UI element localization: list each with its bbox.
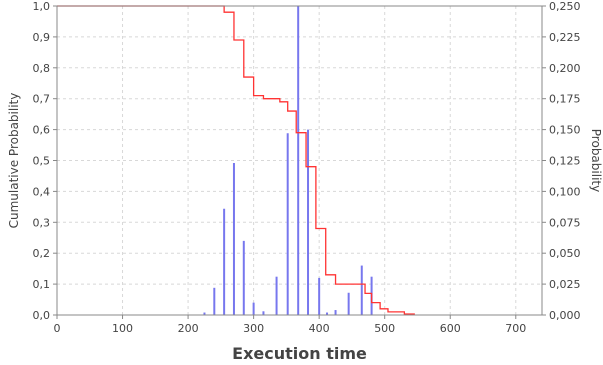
- y-right-tick-label: 0,100: [549, 185, 581, 198]
- y-right-tick-label: 0,175: [549, 93, 581, 106]
- x-axis-label: Execution time: [232, 344, 367, 363]
- x-tick-label: 500: [374, 322, 395, 335]
- y-right-tick-label: 0,200: [549, 62, 581, 75]
- y-left-tick-label: 0,3: [33, 216, 51, 229]
- y-left-tick-label: 0,2: [33, 247, 51, 260]
- y-axis-right-label: Probability: [589, 129, 603, 192]
- x-tick-label: 600: [440, 322, 461, 335]
- y-left-tick-label: 0,9: [33, 31, 51, 44]
- x-tick-label: 300: [243, 322, 264, 335]
- x-tick-label: 400: [309, 322, 330, 335]
- y-right-tick-label: 0,025: [549, 278, 581, 291]
- y-right-tick-label: 0,250: [549, 0, 581, 13]
- y-left-tick-label: 0,5: [33, 155, 51, 168]
- y-right-tick-label: 0,000: [549, 309, 581, 322]
- y-right-tick-label: 0,050: [549, 247, 581, 260]
- y-left-tick-label: 1,0: [33, 0, 51, 13]
- y-axis-left-label: Cumulative Probability: [7, 93, 21, 229]
- grid: [56, 5, 542, 316]
- y-left-tick-label: 0,6: [33, 124, 51, 137]
- x-tick-label: 200: [178, 322, 199, 335]
- x-tick-label: 700: [505, 322, 526, 335]
- y-left-tick-label: 0,8: [33, 62, 51, 75]
- x-tick-label: 0: [54, 322, 61, 335]
- x-tick-label: 100: [112, 322, 133, 335]
- y-left-tick-label: 0,0: [33, 309, 51, 322]
- y-right-tick-label: 0,225: [549, 31, 581, 44]
- y-left-tick-label: 0,1: [33, 278, 51, 291]
- y-left-tick-label: 0,7: [33, 93, 51, 106]
- axes: 0,0 0,1 0,2 0,3 0,4 0,5 0,6 0,7 0,8 0,9 1,0 0,000 0,…: [33, 0, 581, 335]
- cumulative-probability-line: [57, 5, 415, 315]
- series-layer: [57, 5, 415, 315]
- y-right-tick-label: 0,125: [549, 155, 581, 168]
- y-right-tick-label: 0,075: [549, 216, 581, 229]
- y-left-tick-label: 0,4: [33, 185, 51, 198]
- y-right-tick-label: 0,150: [549, 124, 581, 137]
